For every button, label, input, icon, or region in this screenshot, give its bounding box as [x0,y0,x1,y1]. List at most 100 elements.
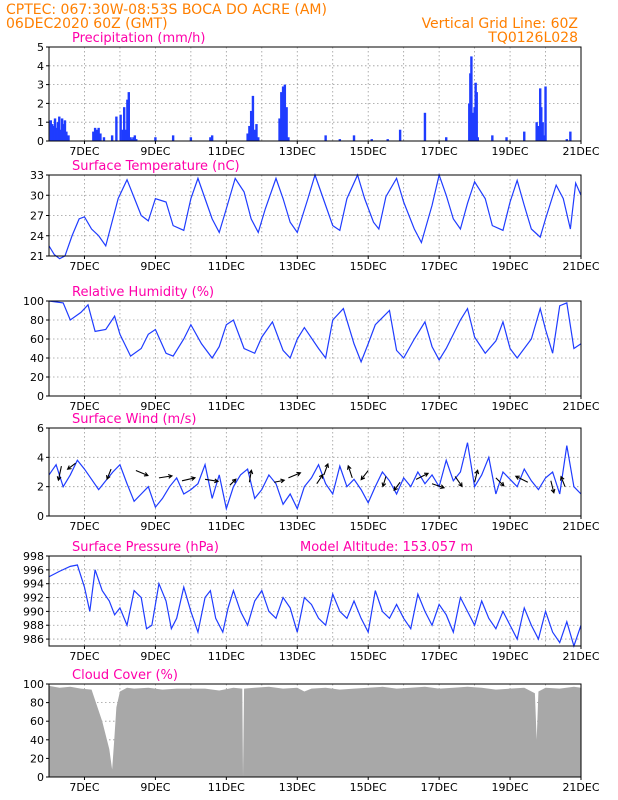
x-tick-label: 15DEC [350,145,387,158]
y-tick-label: 21 [30,250,44,263]
x-tick-label: 9DEC [140,260,170,273]
y-tick-label: 4 [37,451,44,464]
y-tick-label: 20 [30,752,44,765]
panel-title: Relative Humidity (%) [72,285,214,300]
x-tick-label: 9DEC [140,145,170,158]
x-tick-label: 19DEC [492,650,529,663]
panel-frame [48,300,582,397]
panel-title: Precipitation (mm/h) [72,31,205,46]
precip-bar [423,112,427,141]
wind-arrow [346,464,353,479]
x-tick-label: 21DEC [562,520,599,533]
y-tick-label: 0 [37,390,44,403]
x-tick-label: 7DEC [69,260,99,273]
precip-bar [542,135,546,141]
precip-bar [386,139,389,141]
precip-bar [471,112,474,141]
precip-bar [115,116,118,141]
precip-bar [127,92,130,141]
y-tick-label: 60 [30,715,44,728]
x-tick-label: 13DEC [279,260,316,273]
x-tick-label: 9DEC [140,520,170,533]
wind-arrow [181,476,197,482]
panel-title: Surface Temperature (nC) [72,159,240,174]
precip-bar [352,135,356,141]
x-tick-label: 15DEC [350,650,387,663]
precip-bar [338,139,342,141]
wind-arrow [495,477,505,487]
y-tick-label: 990 [23,605,44,618]
wind-arrow [514,475,529,483]
panel-frame [48,555,582,647]
precip-bar [63,120,67,141]
precip-bar [209,137,212,141]
wind-arrow [158,473,174,479]
precip-bar [189,137,193,141]
precip-bar [540,107,543,141]
panel-frame [48,46,582,142]
wind-arrow [360,470,369,481]
x-tick-label: 21DEC [562,400,599,413]
precip-bar [129,137,132,141]
wind-arrow [550,480,556,494]
x-tick-label: 21DEC [562,145,599,158]
y-tick-label: 3 [37,79,44,92]
x-tick-label: 7DEC [69,781,99,794]
x-tick-label: 17DEC [421,260,458,273]
wind-arrow [393,481,401,492]
wind-arrow [560,475,566,487]
precip-bar [58,116,61,141]
y-tick-label: 40 [30,734,44,747]
y-tick-label: 0 [37,135,44,148]
y-tick-label: 1 [37,116,44,129]
y-tick-label: 988 [23,619,44,632]
wind-arrow [316,473,324,485]
x-tick-label: 17DEC [421,650,458,663]
precip-bar [569,131,572,141]
precip-bar [52,125,55,141]
panel-frame [48,683,582,778]
x-tick-label: 11DEC [208,781,245,794]
precip-bar [285,107,288,141]
x-tick-label: 19DEC [492,145,529,158]
y-tick-label: 0 [37,510,44,523]
series-line [48,564,582,648]
precip-bar [283,84,287,141]
wind-arrow [431,483,446,489]
y-tick-label: 6 [37,422,44,435]
precip-bar [370,139,373,141]
panel-title: Surface Pressure (hPa) [72,540,219,555]
precip-bar [95,129,99,141]
panel-2: 0 20 40 60 80 100 7DEC 9DEC 11DEC 13DEC 15DEC 17DEC… [23,285,600,413]
precip-bar [523,131,526,141]
precip-bar [55,127,58,141]
y-tick-label: 100 [23,295,44,308]
y-tick-label: 996 [23,564,44,577]
precip-bar [119,114,122,141]
precip-bar [135,139,138,141]
x-tick-label: 13DEC [279,400,316,413]
precip-bar [287,137,290,141]
cloud-area [49,685,581,777]
wind-arrow [229,478,237,486]
wind-arrow [415,472,430,480]
precip-bar [121,129,124,141]
y-tick-label: 60 [30,333,44,346]
y-tick-label: 4 [37,60,44,73]
x-tick-label: 7DEC [69,520,99,533]
precip-bar [445,137,448,141]
precip-bar [60,118,64,141]
y-tick-label: 24 [30,230,44,243]
precip-bar [99,133,102,141]
precip-bar [133,135,137,141]
x-tick-label: 17DEC [421,781,458,794]
y-tick-label: 20 [30,371,44,384]
x-tick-label: 19DEC [492,520,529,533]
wind-arrow [381,476,387,488]
x-tick-label: 19DEC [492,781,529,794]
panel-title: Cloud Cover (%) [72,668,178,683]
x-tick-label: 21DEC [562,781,599,794]
x-tick-label: 17DEC [421,145,458,158]
wind-arrow [288,471,302,479]
